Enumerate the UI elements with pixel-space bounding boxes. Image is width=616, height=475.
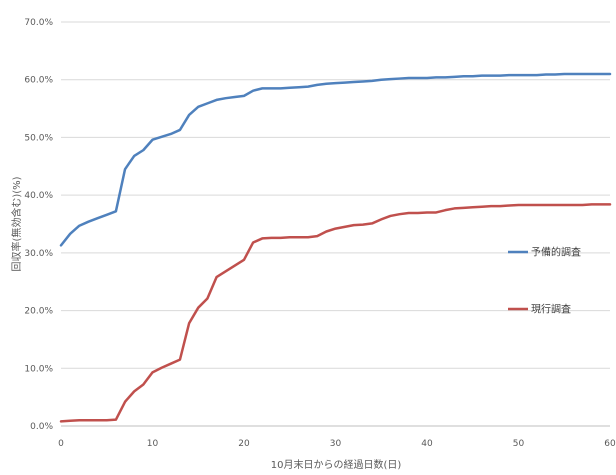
series-line-1 (59, 203, 612, 423)
x-tick-label-6: 60 (604, 439, 616, 449)
x-tick-label-1: 10 (147, 439, 159, 449)
x-tick-label-5: 50 (513, 439, 525, 449)
x-tick-label-4: 40 (421, 439, 433, 449)
y-axis-title: 回収率(無効含む)(%) (10, 176, 23, 271)
y-tick-label-0: 0.0% (30, 422, 53, 432)
x-axis-title: 10月末日からの経過日数(日) (271, 458, 402, 471)
y-tick-label-1: 10.0% (24, 364, 53, 374)
legend-label-1: 現行調査 (531, 303, 571, 316)
grid-lines (61, 21, 610, 427)
series-line-0 (59, 72, 612, 247)
y-tick-label-5: 50.0% (24, 133, 53, 143)
y-tick-label-6: 60.0% (24, 76, 53, 86)
x-axis: 0 10 20 30 40 50 60 (58, 439, 616, 449)
y-tick-label-7: 70.0% (24, 18, 53, 28)
y-tick-label-4: 40.0% (24, 191, 53, 201)
y-tick-label-2: 20.0% (24, 307, 53, 317)
y-axis: 0.0% 10.0% 20.0% 30.0% 40.0% 50.0% 60.0% 70.0% (24, 18, 53, 432)
legend-label-0: 予備的調査 (531, 246, 581, 259)
y-tick-label-3: 30.0% (24, 249, 53, 259)
x-tick-label-2: 20 (238, 439, 250, 449)
x-tick-label-3: 30 (330, 439, 342, 449)
series-layer (59, 72, 612, 423)
x-tick-label-0: 0 (58, 439, 64, 449)
